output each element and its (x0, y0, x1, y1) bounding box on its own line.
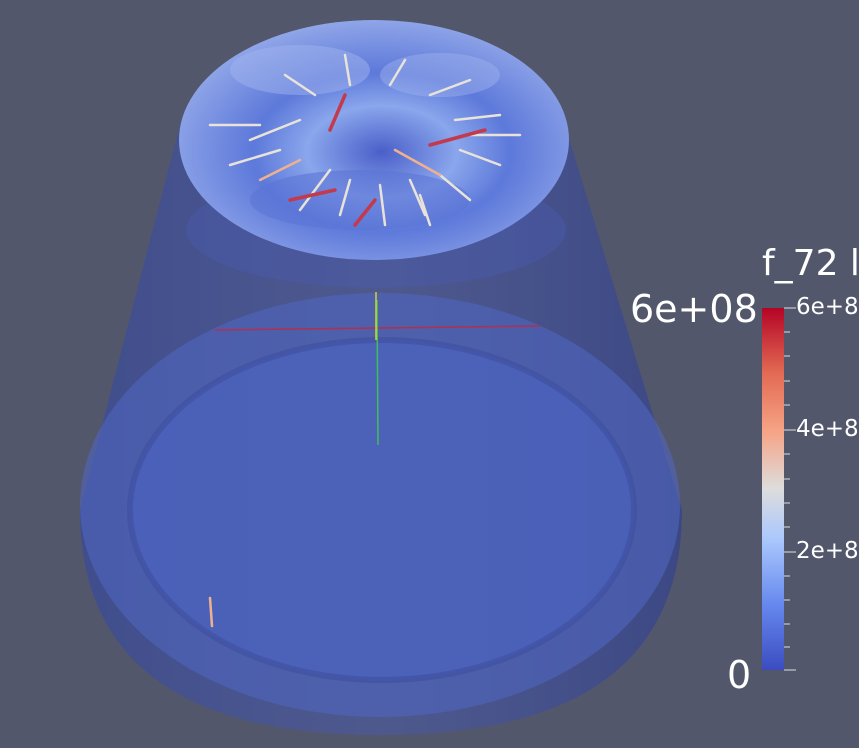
color-bar-range-min: 0 (727, 653, 752, 697)
color-bar-tick-label: 6e+8 (796, 294, 859, 320)
color-bar-range-max: 6e+08 (630, 287, 758, 331)
cone-top-cap (179, 20, 569, 260)
color-bar-title: f_72 l (762, 243, 859, 284)
axes-widget (214, 292, 541, 446)
color-bar (762, 307, 796, 671)
cone-body (80, 125, 682, 735)
color-bar-ticks (784, 307, 796, 671)
vector-glyphs (208, 53, 522, 628)
color-bar-tick-label: 2e+8 (796, 538, 859, 564)
color-bar-tick-label: 4e+8 (796, 416, 859, 442)
